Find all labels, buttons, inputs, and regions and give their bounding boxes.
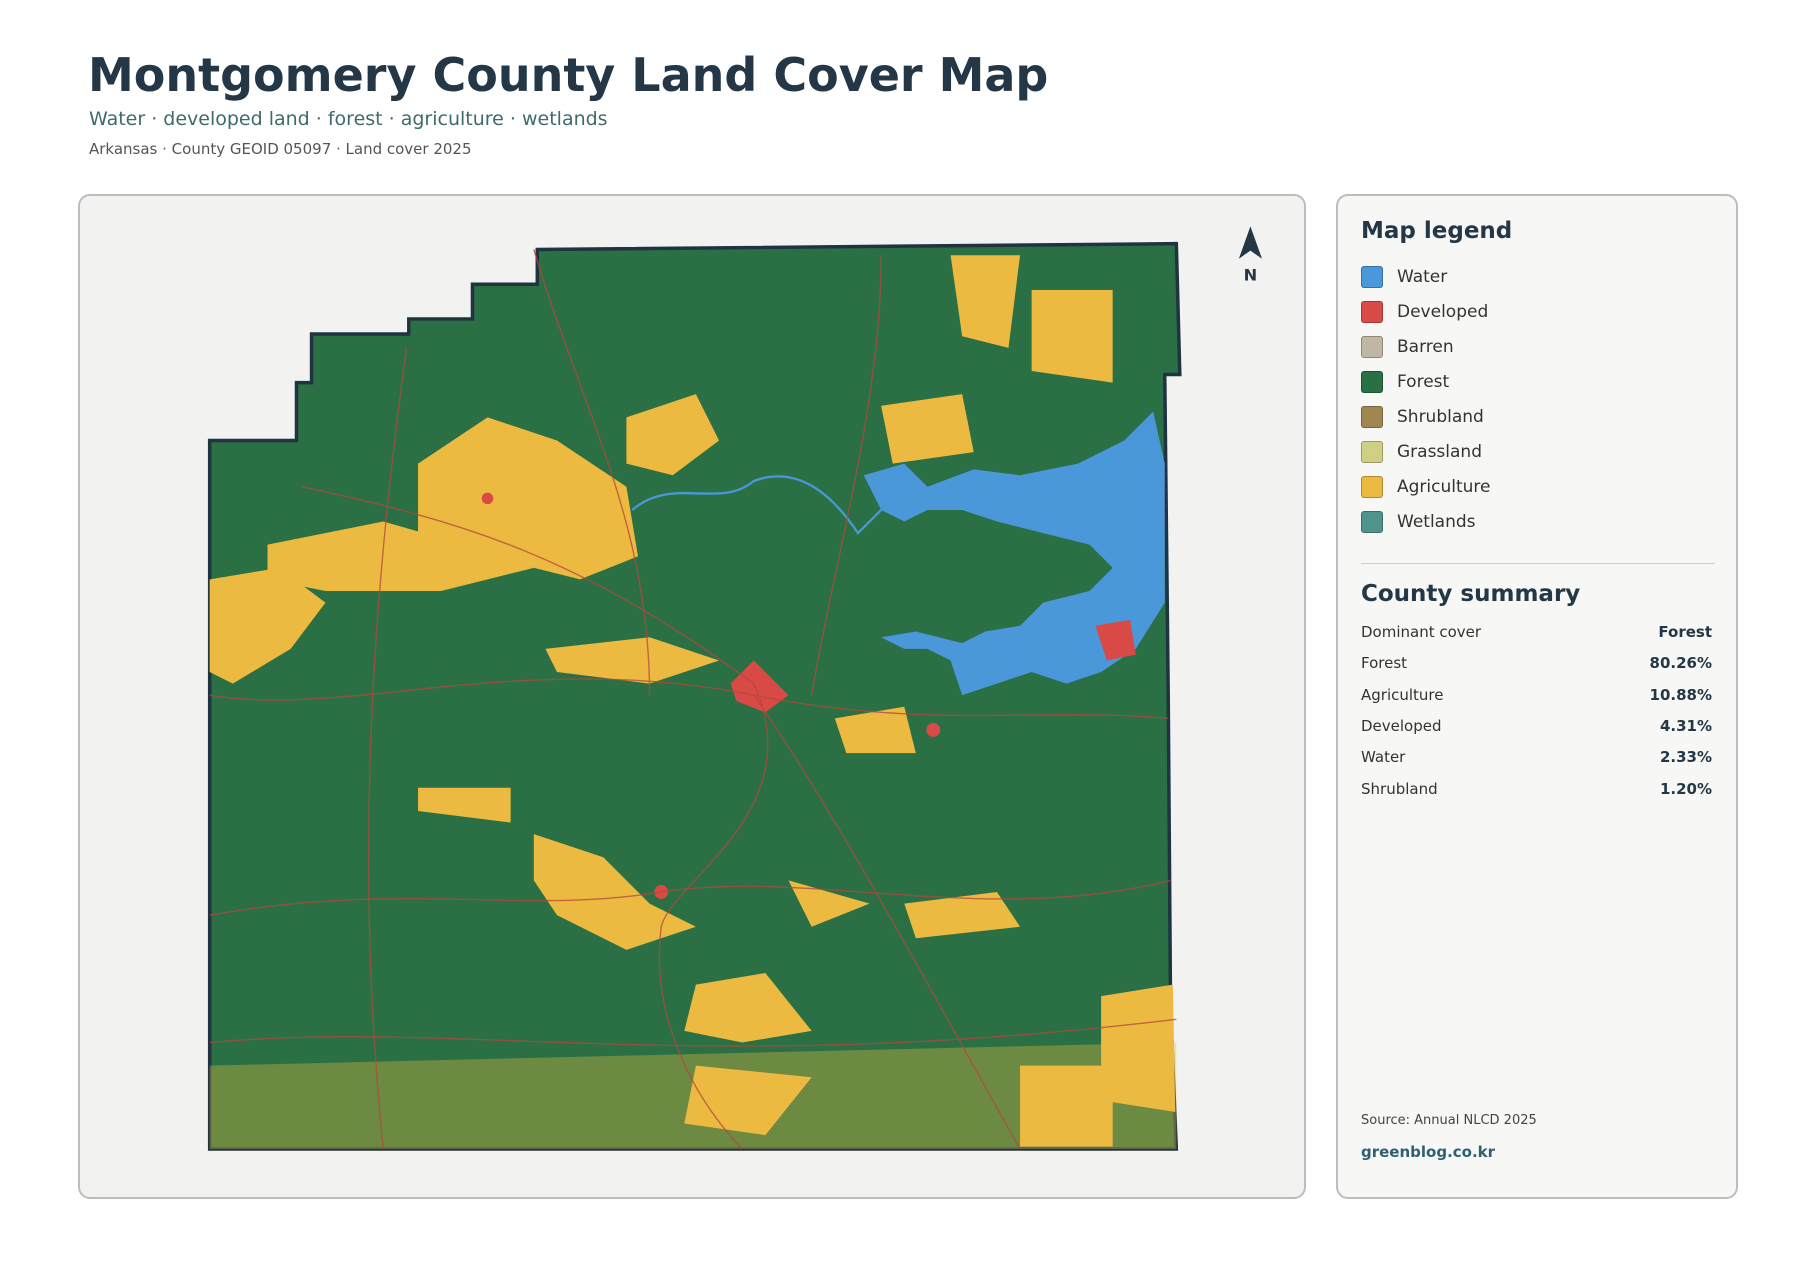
legend-label: Wetlands — [1397, 512, 1476, 532]
map: N — [207, 226, 1263, 1151]
legend-panel: Map legend Water Developed Barren Forest Shr… — [1336, 194, 1738, 1199]
summary-label: Shrubland — [1361, 779, 1438, 798]
legend-title: Map legend — [1361, 218, 1513, 244]
lake — [863, 411, 1165, 696]
legend-label: Grassland — [1397, 442, 1482, 462]
north-label: N — [1244, 266, 1258, 285]
summary-value: 80.26% — [1649, 654, 1712, 673]
summary-label: Forest — [1361, 654, 1408, 673]
legend-label: Shrubland — [1397, 407, 1484, 427]
summary-value: Forest — [1658, 623, 1712, 641]
subtitle: Water · developed land · forest · agricu… — [89, 108, 608, 130]
summary-label: Agriculture — [1361, 685, 1444, 704]
meta: Arkansas · County GEOID 05097 · Land cov… — [89, 140, 472, 158]
legend-label: Developed — [1397, 302, 1489, 322]
legend-swatch — [1361, 441, 1383, 463]
agriculture-patches — [209, 255, 1177, 1150]
legend-swatch — [1361, 266, 1383, 288]
legend-swatch — [1361, 406, 1383, 428]
legend-swatch — [1361, 371, 1383, 393]
legend-swatch — [1361, 476, 1383, 498]
summary-value: 1.20% — [1659, 779, 1712, 798]
legend-label: Barren — [1397, 337, 1454, 357]
map-panel: N — [78, 194, 1306, 1199]
source: Source: Annual NLCD 2025 — [1361, 1113, 1537, 1128]
legend-label: Water — [1397, 267, 1448, 287]
legend-label: Forest — [1397, 372, 1450, 392]
summary-value: 2.33% — [1659, 748, 1712, 767]
summary-label: Dominant cover — [1361, 623, 1482, 641]
summary-label: Water — [1361, 748, 1406, 767]
legend-swatch — [1361, 511, 1383, 533]
north-arrow — [1238, 226, 1263, 259]
legend-swatch — [1361, 301, 1383, 323]
summary-value: 10.88% — [1649, 685, 1712, 704]
title: Montgomery County Land Cover Map — [88, 48, 1049, 102]
divider — [1361, 563, 1715, 564]
roads — [209, 249, 1177, 1150]
summary-label: Developed — [1361, 716, 1442, 735]
river — [631, 475, 882, 535]
summary-value: 4.31% — [1659, 716, 1712, 735]
summary-title: County summary — [1361, 581, 1581, 607]
legend-label: Agriculture — [1397, 477, 1491, 497]
site: greenblog.co.kr — [1361, 1143, 1496, 1161]
legend-swatch — [1361, 336, 1383, 358]
